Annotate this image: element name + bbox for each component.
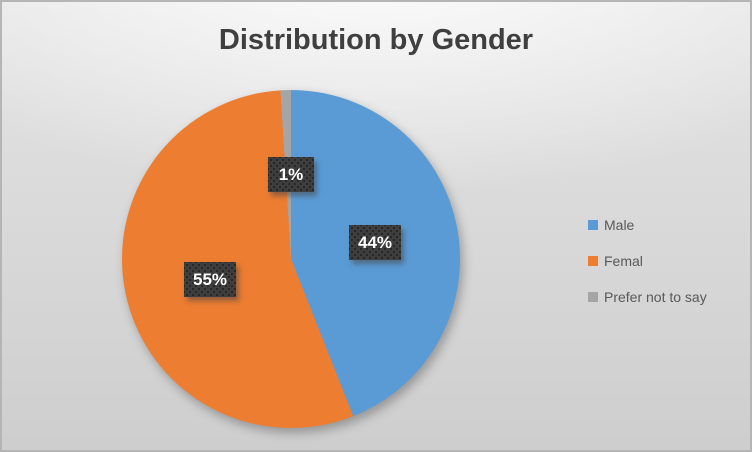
data-label-femal: 55% [184,262,236,297]
legend-swatch-prefer-not-to-say [588,292,598,302]
legend-swatch-male [588,220,598,230]
legend-label-prefer-not-to-say: Prefer not to say [604,289,707,305]
data-label-male: 44% [349,225,401,260]
data-label-prefer-not-to-say: 1% [268,157,314,192]
pie-chart [122,90,460,428]
legend-label-male: Male [604,217,635,233]
legend: Male Femal Prefer not to say [588,213,707,321]
legend-item-prefer-not-to-say: Prefer not to say [588,285,707,309]
legend-swatch-femal [588,256,598,266]
legend-item-male: Male [588,213,707,237]
legend-item-femal: Femal [588,249,707,273]
legend-label-femal: Femal [604,253,643,269]
chart-title: Distribution by Gender [218,24,534,56]
